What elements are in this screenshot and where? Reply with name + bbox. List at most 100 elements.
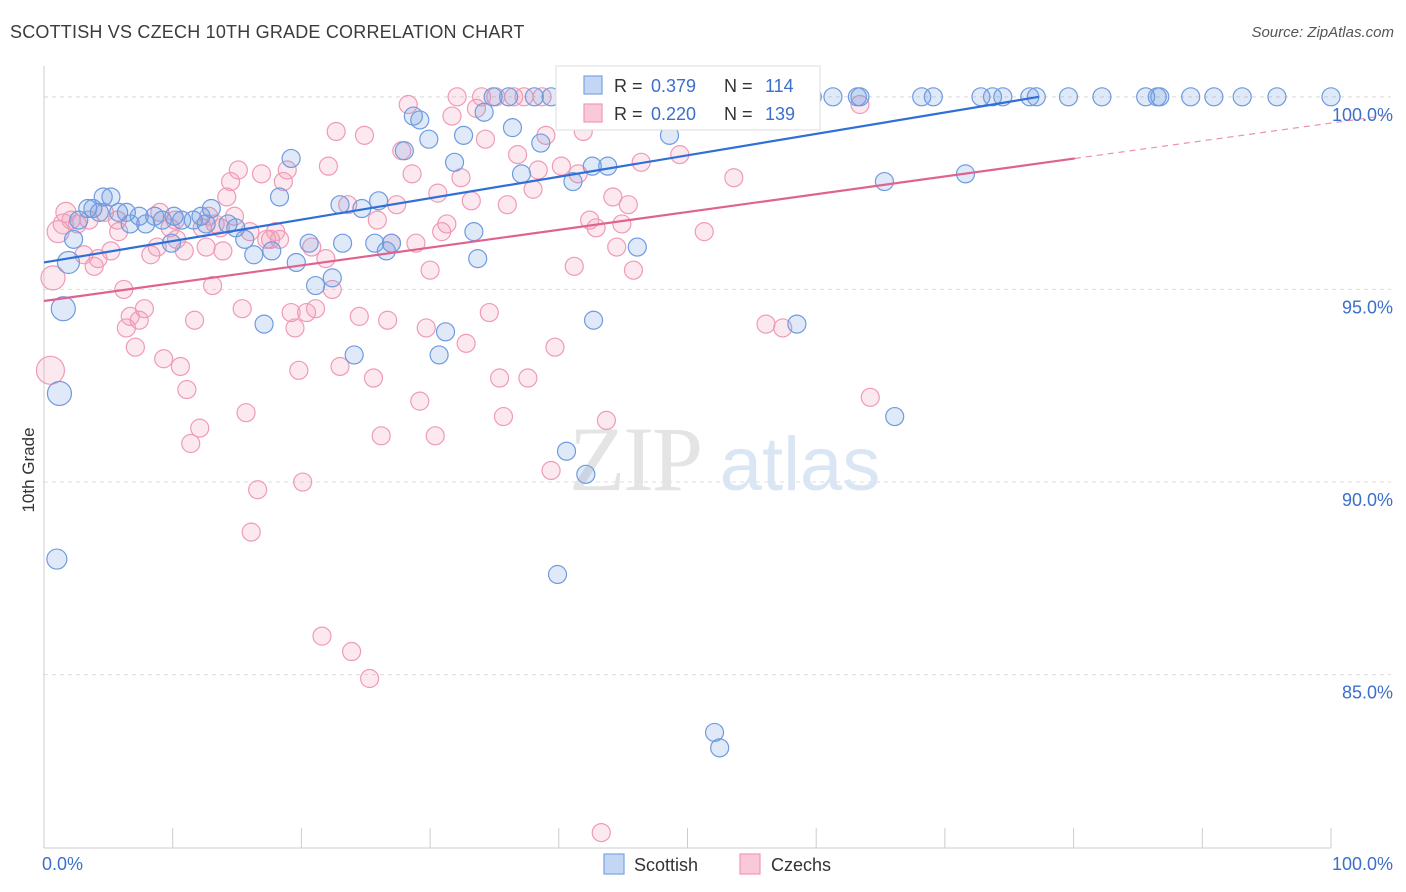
scottish-point [583, 310, 604, 330]
scottish-point [563, 171, 583, 192]
scottish-point [923, 87, 943, 107]
scottish-point [344, 345, 364, 365]
czech-point [241, 522, 261, 542]
czech-point [497, 195, 517, 215]
czech-point [618, 195, 638, 215]
czech-point [850, 94, 870, 115]
czech-point [360, 668, 380, 689]
y-tick-label: 85.0% [1342, 683, 1393, 703]
scottish-point [269, 187, 290, 207]
czech-point [528, 160, 548, 180]
scottish-point [598, 156, 618, 176]
scottish-point [576, 464, 596, 484]
scottish-point [531, 133, 551, 153]
watermark: ZIP atlas [569, 408, 880, 510]
bottom-legend-swatch-scottish [603, 853, 625, 875]
czech-point [756, 314, 776, 334]
czech-point [232, 299, 252, 319]
czech-point [40, 265, 66, 291]
legend-r-label-czech: R = [614, 104, 643, 124]
scottish-point [1136, 87, 1156, 107]
czech-point [273, 171, 293, 192]
scottish-point [410, 110, 430, 130]
czech-point [341, 641, 362, 662]
czech-point [442, 106, 462, 126]
czech-point [623, 260, 644, 280]
czech-point [508, 145, 528, 165]
czech-point [586, 218, 606, 238]
czech-point [177, 379, 197, 400]
czech-point [184, 310, 205, 330]
scottish-point [468, 249, 488, 269]
czech-point [129, 310, 149, 330]
scottish-point [332, 233, 353, 253]
czech-point [170, 356, 191, 377]
czech-point [447, 87, 467, 107]
czech-point [363, 368, 384, 388]
scottish-point [50, 296, 76, 322]
scottish-point [152, 210, 173, 230]
scottish-point [129, 206, 149, 226]
czech-point [277, 160, 297, 180]
czech-point [213, 241, 233, 261]
watermark-atlas: atlas [720, 422, 881, 507]
scottish-point [281, 148, 301, 169]
trend-lines [43, 95, 1392, 303]
scottish-point [1204, 87, 1224, 107]
czech-point [541, 460, 561, 481]
scottish-point [56, 250, 81, 275]
scottish-point [381, 233, 402, 253]
scottish-point [453, 125, 474, 145]
scottish-point [511, 164, 532, 184]
czech-point [190, 418, 210, 438]
czech-point [289, 360, 309, 380]
czech-point [425, 426, 445, 446]
axes: 85.0% 90.0% 95.0% 100.0% 0.0% 100.0% [42, 66, 1393, 874]
chart-source: Source: ZipAtlas.com [1251, 24, 1394, 41]
czech-point [402, 164, 422, 184]
scottish-point [1267, 87, 1287, 107]
scottish-point [89, 202, 109, 222]
czech-point [318, 156, 339, 176]
czech-point [349, 306, 369, 326]
grid-lines [44, 96, 1391, 676]
scottish-point [710, 738, 730, 758]
czech-trend-line [43, 157, 1076, 303]
czech-point [456, 333, 476, 353]
scottish-point [982, 87, 1003, 107]
czech-point [694, 222, 714, 242]
scottish-point [109, 202, 129, 222]
scottish-point [419, 129, 439, 149]
czech-point [612, 214, 632, 234]
czech-point [860, 387, 880, 407]
czech-point [199, 206, 219, 226]
scottish-point [912, 87, 932, 107]
czech-point [420, 260, 440, 280]
scottish-point [64, 229, 84, 249]
scottish-point [787, 314, 807, 334]
czech-point [428, 183, 448, 203]
scottish-point [474, 102, 494, 122]
scottish-point [1058, 87, 1079, 107]
scottish-point [201, 198, 221, 219]
czech-point [285, 318, 305, 338]
scottish-point [101, 187, 121, 207]
scottish-point [93, 187, 113, 207]
scottish-point [46, 380, 73, 407]
czech-point [378, 310, 398, 330]
czech-point [545, 337, 565, 357]
y-axis-label: 10th Grade [19, 427, 38, 512]
x-tick-label: 0.0% [42, 854, 83, 874]
czech-point [196, 237, 216, 257]
czech-point [416, 318, 436, 338]
scottish-point [46, 548, 68, 570]
czech-point [724, 168, 744, 188]
legend-r-value-scottish: 0.379 [651, 76, 696, 96]
czech-point [504, 87, 524, 107]
scottish-point [704, 722, 725, 743]
legend-n-label-czech: N = [724, 104, 753, 124]
y-tick-label: 100.0% [1332, 105, 1393, 125]
scottish-point [254, 314, 274, 334]
legend-n-value-scottish: 114 [765, 76, 794, 96]
czech-point [603, 187, 623, 207]
